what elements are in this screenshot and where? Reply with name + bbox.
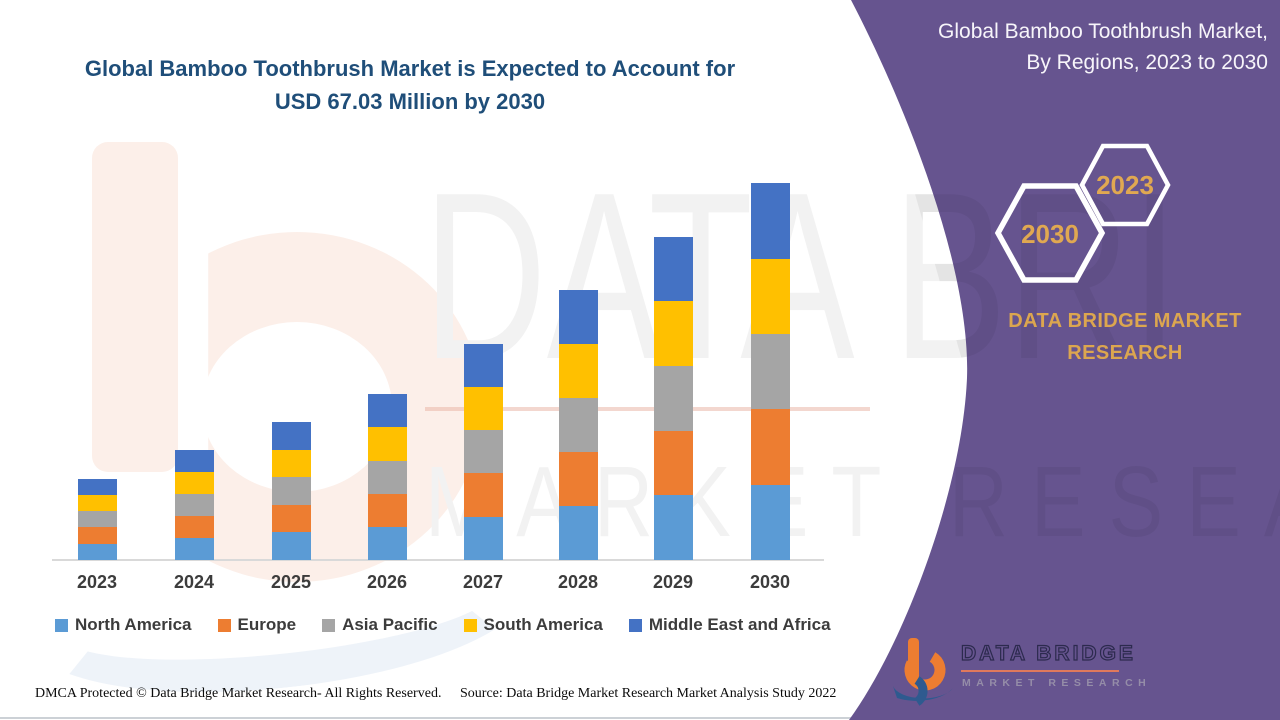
- bar-segment-2026-middle-east-and-africa: [367, 394, 407, 428]
- data-bridge-logo: DATA BRIDGE MARKET RESEARCH: [885, 632, 1215, 712]
- bar-segment-2023-south-america: [77, 494, 117, 512]
- data-bridge-logo-icon: [893, 638, 953, 706]
- bar-segment-2026-asia-pacific: [367, 460, 407, 494]
- bar-segment-2024-europe: [174, 516, 214, 539]
- bar-segment-2024-middle-east-and-africa: [174, 450, 214, 473]
- bar-segment-2026-north-america: [367, 526, 407, 560]
- bar-segment-2025-europe: [271, 504, 311, 533]
- logo-subtitle-text: MARKET RESEARCH: [962, 677, 1152, 689]
- legend-label: Middle East and Africa: [648, 615, 831, 634]
- bar-segment-2030-middle-east-and-africa: [750, 183, 790, 259]
- hexagon-badges: 2030 2023: [994, 143, 1171, 283]
- brand-text-line1: DATA BRIDGE MARKET: [1008, 310, 1242, 332]
- side-panel-title-line1: Global Bamboo Toothbrush Market,: [938, 20, 1268, 43]
- bar-segment-2029-south-america: [653, 301, 693, 367]
- footer-dmca-text: DMCA Protected © Data Bridge Market Rese…: [35, 686, 442, 701]
- bar-segment-2023-middle-east-and-africa: [77, 478, 117, 495]
- bar-segment-2025-asia-pacific: [271, 477, 311, 505]
- legend-label: North America: [75, 615, 192, 634]
- bar-segment-2028-south-america: [558, 344, 598, 399]
- bar-segment-2028-north-america: [558, 506, 598, 560]
- bar-segment-2027-north-america: [463, 516, 503, 560]
- bar-segment-2030-north-america: [750, 484, 790, 560]
- bar-segment-2027-asia-pacific: [463, 430, 503, 474]
- bar-segment-2027-south-america: [463, 386, 503, 431]
- chart-title-line1: Global Bamboo Toothbrush Market is Expec…: [84, 56, 736, 81]
- legend-swatch: [217, 618, 231, 632]
- legend-item-europe: Europe: [217, 615, 297, 635]
- hexagon-2030-outline: [994, 183, 1106, 283]
- bar-segment-2024-south-america: [174, 472, 214, 495]
- legend-swatch: [463, 618, 477, 632]
- bar-segment-2027-europe: [463, 473, 503, 517]
- hexagon-2023-label: 2023: [1096, 170, 1154, 200]
- bar-segment-2029-europe: [653, 430, 693, 496]
- bar-segment-2026-south-america: [367, 427, 407, 461]
- legend-label: Europe: [237, 615, 297, 634]
- x-axis-label-2029: 2029: [652, 572, 694, 592]
- legend-item-middle-east-and-africa: Middle East and Africa: [628, 615, 831, 635]
- legend-label: South America: [483, 615, 603, 634]
- bar-segment-2030-asia-pacific: [750, 334, 790, 410]
- x-axis-label-2023: 2023: [76, 572, 118, 592]
- bar-segment-2030-south-america: [750, 258, 790, 335]
- bar-segment-2024-north-america: [174, 538, 214, 560]
- brand-text: DATA BRIDGE MARKET RESEARCH: [960, 305, 1280, 369]
- bar-segment-2023-asia-pacific: [77, 511, 117, 528]
- legend-swatch: [55, 618, 68, 632]
- side-panel-title: Global Bamboo Toothbrush Market, By Regi…: [930, 16, 1268, 78]
- chart-title: Global Bamboo Toothbrush Market is Expec…: [60, 52, 760, 118]
- bar-segment-2026-europe: [367, 493, 407, 527]
- bar-segment-2024-asia-pacific: [174, 494, 214, 517]
- logo-underline: [961, 670, 1119, 672]
- chart-title-line2: USD 67.03 Million by 2030: [274, 89, 546, 114]
- chart-legend: North America Europe Asia Pacific South Ame…: [55, 615, 831, 635]
- x-axis-label-2027: 2027: [462, 572, 504, 592]
- legend-item-asia-pacific: Asia Pacific: [322, 615, 438, 635]
- legend-item-north-america: North America: [55, 615, 192, 635]
- x-axis-label-2024: 2024: [173, 572, 215, 592]
- x-axis-label-2028: 2028: [557, 572, 599, 592]
- bar-segment-2030-europe: [750, 409, 790, 485]
- bar-segment-2028-europe: [558, 452, 598, 507]
- bar-segment-2023-north-america: [77, 543, 117, 560]
- legend-label: Asia Pacific: [342, 615, 438, 634]
- legend-swatch: [628, 618, 642, 632]
- footer-source-text: Source: Data Bridge Market Research Mark…: [460, 686, 837, 701]
- legend-item-south-america: South America: [463, 615, 603, 635]
- bar-segment-2029-north-america: [653, 495, 693, 560]
- bar-segment-2028-middle-east-and-africa: [558, 290, 598, 345]
- logo-name-text: DATA BRIDGE: [960, 641, 1136, 665]
- bar-segment-2029-middle-east-and-africa: [653, 236, 693, 302]
- side-panel-path: [849, 0, 1280, 720]
- bar-segment-2023-europe: [77, 527, 117, 544]
- brand-text-line2: RESEARCH: [1067, 342, 1183, 364]
- bar-segment-2025-south-america: [271, 449, 311, 478]
- x-axis-label-2026: 2026: [366, 572, 408, 592]
- bar-segment-2029-asia-pacific: [653, 366, 693, 431]
- hexagon-2023-outline: [1079, 143, 1171, 227]
- bar-segment-2025-middle-east-and-africa: [271, 422, 311, 450]
- bar-segment-2028-asia-pacific: [558, 398, 598, 453]
- footer-divider-line: [0, 717, 860, 719]
- side-panel-title-line2: By Regions, 2023 to 2030: [1026, 51, 1268, 74]
- hexagon-2030-label: 2030: [1021, 219, 1079, 249]
- legend-swatch: [322, 618, 336, 632]
- x-axis-label-2030: 2030: [749, 572, 791, 592]
- x-axis-label-2025: 2025: [270, 572, 312, 592]
- bar-segment-2027-middle-east-and-africa: [463, 343, 503, 387]
- bar-segment-2025-north-america: [271, 532, 311, 560]
